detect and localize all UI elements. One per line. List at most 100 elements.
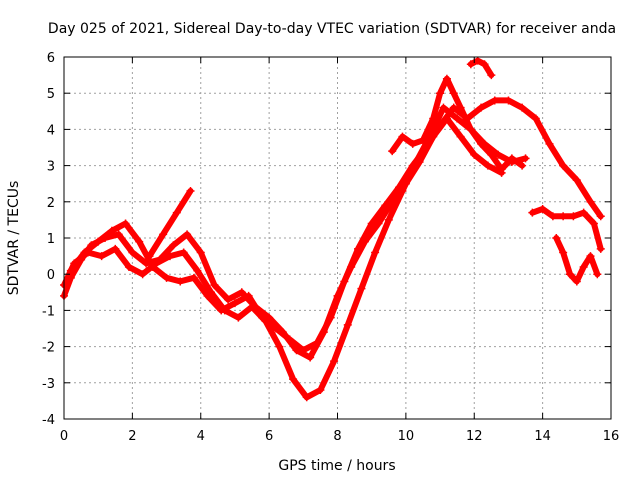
- data-point: [395, 183, 404, 192]
- x-tick-label: 6: [265, 429, 273, 444]
- data-point: [429, 114, 438, 123]
- data-point: [234, 313, 243, 322]
- data-point: [589, 219, 598, 228]
- data-point: [449, 103, 458, 112]
- data-point: [354, 244, 363, 253]
- data-point: [135, 237, 144, 246]
- data-point: [436, 89, 445, 98]
- y-tick-label: -3: [42, 377, 55, 392]
- data-point: [456, 103, 465, 112]
- series-trace: [146, 187, 194, 260]
- x-tick-label: 8: [333, 429, 341, 444]
- data-point: [145, 252, 154, 261]
- data-marks: [60, 56, 605, 402]
- data-point: [148, 262, 157, 271]
- data-point: [299, 346, 308, 355]
- series-track-7: [528, 205, 605, 253]
- data-point: [230, 299, 239, 308]
- data-point: [449, 89, 458, 98]
- series-track-4: [145, 186, 195, 261]
- data-point: [586, 252, 595, 261]
- data-point: [466, 60, 475, 69]
- data-point: [439, 103, 448, 112]
- data-point: [196, 248, 205, 257]
- data-point: [138, 270, 147, 279]
- data-point: [203, 291, 212, 300]
- data-point: [107, 226, 116, 235]
- data-point: [531, 114, 540, 123]
- data-point: [408, 139, 417, 148]
- y-tick-label: -2: [42, 341, 55, 356]
- data-point: [193, 266, 202, 275]
- data-point: [306, 353, 315, 362]
- data-point: [121, 219, 130, 228]
- data-point: [172, 208, 181, 217]
- data-point: [538, 205, 547, 214]
- data-point: [487, 71, 496, 80]
- data-point: [490, 96, 499, 105]
- data-point: [244, 291, 253, 300]
- x-tick-label: 14: [534, 429, 551, 444]
- data-point: [312, 338, 321, 347]
- data-point: [477, 103, 486, 112]
- data-point: [159, 230, 168, 239]
- data-point: [326, 313, 335, 322]
- data-point: [97, 252, 106, 261]
- data-point: [559, 212, 568, 221]
- y-tick-label: -1: [42, 304, 55, 319]
- data-point: [289, 375, 298, 384]
- data-point: [371, 248, 380, 257]
- data-point: [528, 208, 537, 217]
- x-tick-label: 2: [128, 429, 136, 444]
- data-point: [480, 60, 489, 69]
- data-point: [237, 288, 246, 297]
- data-point: [340, 277, 349, 286]
- data-point: [94, 237, 103, 246]
- x-tick-label: 10: [398, 429, 415, 444]
- data-point: [343, 320, 352, 329]
- data-point: [559, 161, 568, 170]
- data-point: [271, 324, 280, 333]
- data-point: [381, 201, 390, 210]
- data-point: [422, 143, 431, 152]
- series-trace: [67, 97, 604, 354]
- series-track-1: [60, 114, 506, 362]
- data-point: [518, 103, 527, 112]
- data-point: [418, 136, 427, 145]
- data-point: [548, 212, 557, 221]
- x-tick-label: 16: [603, 429, 620, 444]
- y-tick-label: -4: [42, 413, 55, 428]
- data-point: [408, 161, 417, 170]
- data-point: [521, 154, 530, 163]
- data-point: [442, 74, 451, 83]
- y-tick-label: 0: [47, 268, 55, 283]
- y-tick-label: 4: [47, 123, 55, 138]
- data-point: [217, 306, 226, 315]
- data-point: [330, 357, 339, 366]
- data-point: [285, 335, 294, 344]
- data-point: [169, 241, 178, 250]
- data-point: [466, 125, 475, 134]
- data-point: [456, 132, 465, 141]
- data-point: [388, 147, 397, 156]
- chart-title: Day 025 of 2021, Sidereal Day-to-day VTE…: [48, 21, 616, 37]
- data-point: [183, 230, 192, 239]
- y-tick-label: 6: [47, 51, 55, 66]
- x-tick-label: 12: [466, 429, 483, 444]
- data-point: [579, 262, 588, 271]
- grid-lines: [64, 57, 611, 419]
- series-trace: [529, 206, 604, 252]
- data-point: [552, 234, 561, 242]
- data-point: [224, 295, 233, 304]
- data-point: [398, 132, 407, 141]
- data-point: [569, 212, 578, 221]
- data-point: [374, 219, 383, 228]
- data-point: [504, 96, 513, 105]
- data-point: [453, 114, 462, 123]
- y-tick-label: 5: [47, 87, 55, 102]
- data-point: [165, 252, 174, 261]
- data-point: [596, 212, 605, 221]
- x-axis-label: GPS time / hours: [278, 458, 395, 474]
- data-point: [179, 248, 188, 257]
